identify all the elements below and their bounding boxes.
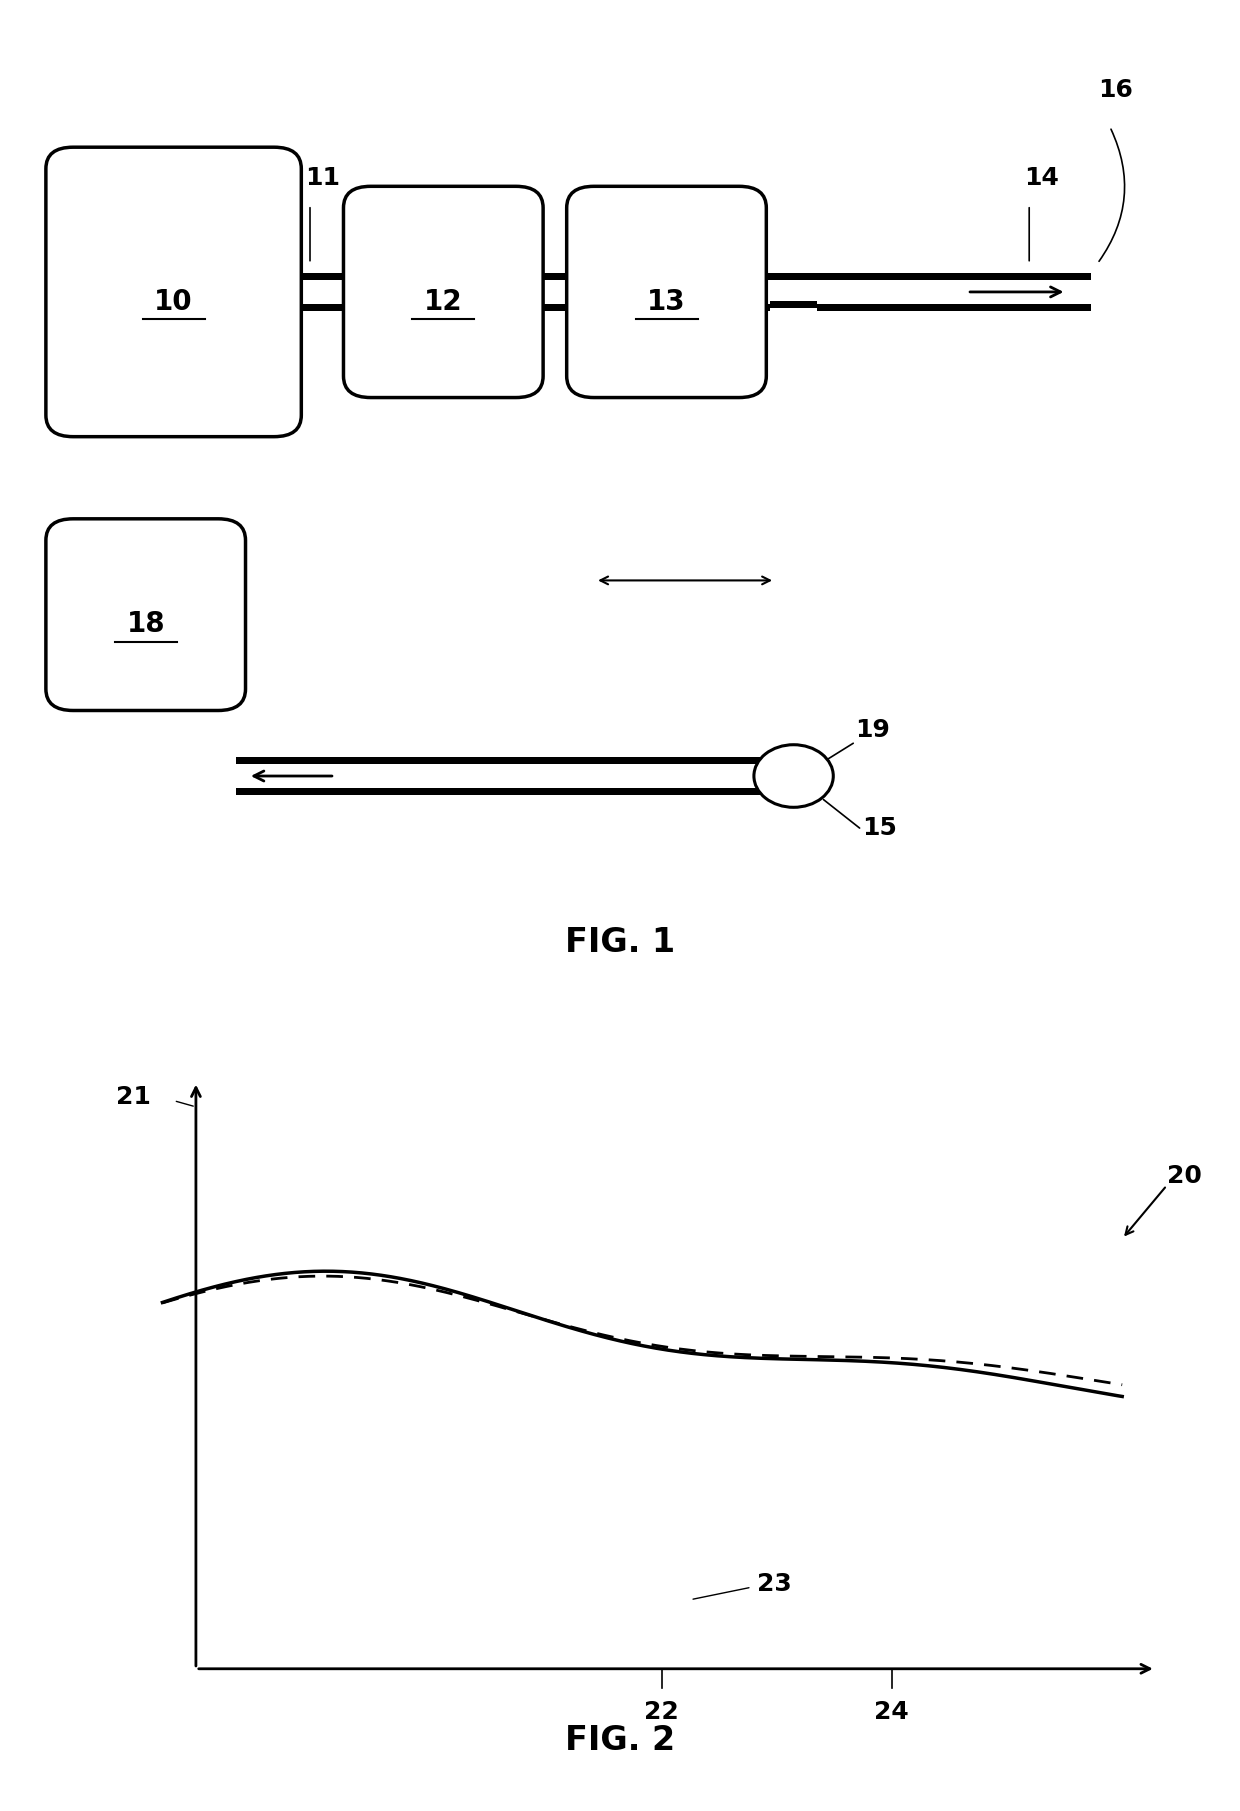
Text: 13: 13 xyxy=(647,288,686,315)
Bar xyxy=(291,273,353,310)
Bar xyxy=(236,764,770,788)
Text: 21: 21 xyxy=(117,1085,151,1110)
Bar xyxy=(770,301,817,766)
Text: 22: 22 xyxy=(644,1701,678,1724)
Text: 12: 12 xyxy=(424,288,463,315)
Text: 24: 24 xyxy=(874,1701,909,1724)
Text: 20: 20 xyxy=(1167,1164,1202,1188)
Text: 10: 10 xyxy=(154,288,193,315)
FancyBboxPatch shape xyxy=(46,147,301,436)
Bar xyxy=(533,281,577,304)
FancyBboxPatch shape xyxy=(46,518,246,710)
Circle shape xyxy=(754,744,833,808)
Text: FIG. 1: FIG. 1 xyxy=(565,925,675,958)
Text: 19: 19 xyxy=(856,717,890,743)
Text: 18: 18 xyxy=(126,610,165,639)
Bar xyxy=(770,308,817,761)
Bar xyxy=(756,273,1091,310)
Bar xyxy=(756,281,1091,304)
Text: 16: 16 xyxy=(1099,78,1133,103)
Bar xyxy=(236,757,770,795)
FancyBboxPatch shape xyxy=(343,187,543,398)
Text: 11: 11 xyxy=(305,167,340,190)
Text: 14: 14 xyxy=(1024,167,1059,190)
Bar xyxy=(533,273,577,310)
Text: 15: 15 xyxy=(862,815,897,840)
Bar xyxy=(291,281,353,304)
FancyBboxPatch shape xyxy=(567,187,766,398)
Text: 23: 23 xyxy=(758,1572,792,1595)
Text: FIG. 2: FIG. 2 xyxy=(565,1724,675,1757)
